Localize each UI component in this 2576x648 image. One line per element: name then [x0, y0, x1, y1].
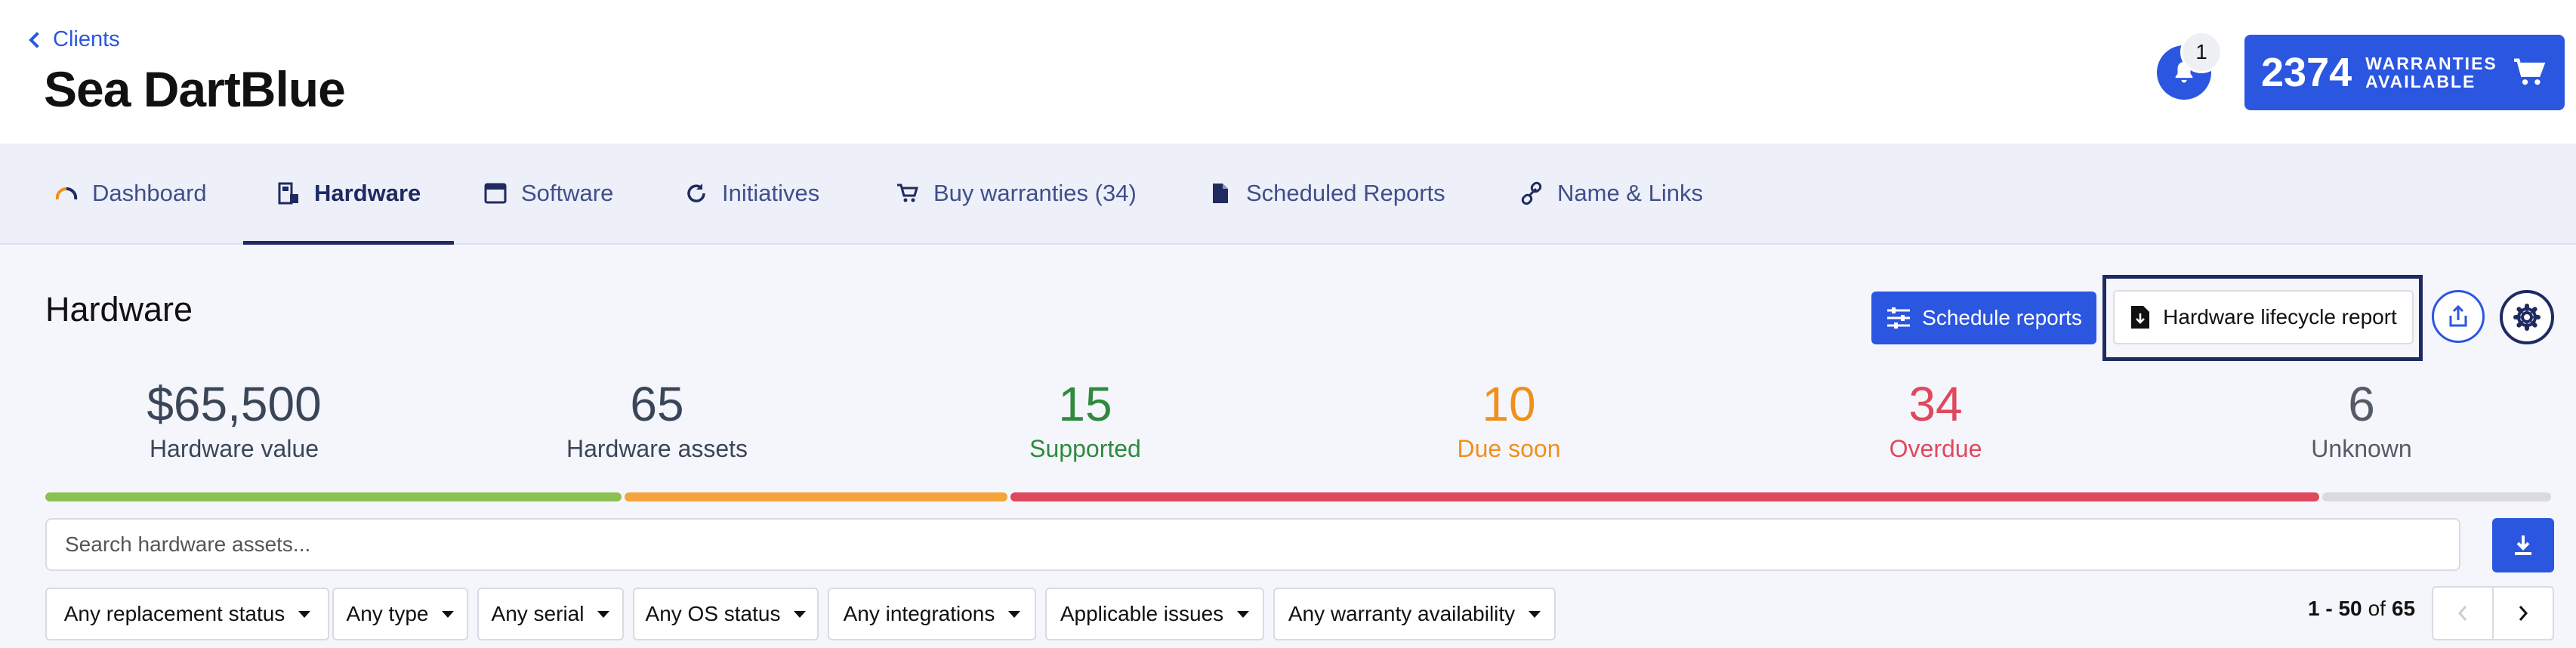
previous-page-button[interactable] — [2433, 588, 2492, 639]
gear-icon — [2513, 304, 2541, 331]
page-header: Clients Sea DartBlue 1 2374 WARRANTIES A… — [0, 0, 2576, 143]
progress-segment-due-soon — [624, 492, 1007, 501]
stat-value: 10 — [1482, 377, 1536, 431]
stat-value: 34 — [1908, 377, 1963, 431]
notification-count-badge: 1 — [2183, 33, 2220, 71]
lifecycle-report-label: Hardware lifecycle report — [2163, 305, 2397, 329]
tab-software[interactable]: Software — [483, 143, 613, 243]
share-icon — [2449, 304, 2467, 327]
chevron-right-icon — [2519, 606, 2528, 621]
progress-segment-supported — [45, 492, 622, 501]
page-title: Sea DartBlue — [44, 61, 346, 117]
caret-down-icon — [298, 610, 311, 618]
progress-segment-unknown — [2322, 492, 2551, 501]
stat-label: Unknown — [2311, 435, 2412, 462]
stat-value: $65,500 — [147, 377, 322, 431]
stat-label: Hardware value — [149, 435, 319, 462]
caret-down-icon — [1237, 610, 1250, 618]
stat-supported[interactable]: 15 Supported — [1029, 375, 1141, 464]
stat-hardware-assets: 65 Hardware assets — [566, 375, 748, 464]
filter-os-status[interactable]: Any OS status — [633, 588, 819, 640]
hardware-icon — [278, 182, 298, 205]
filter-applicable-issues[interactable]: Applicable issues — [1045, 588, 1264, 640]
stat-value: 65 — [630, 377, 684, 431]
warranties-available-button[interactable]: 2374 WARRANTIES AVAILABLE — [2244, 35, 2565, 110]
stat-label: Hardware assets — [566, 435, 748, 462]
warranties-label: WARRANTIES AVAILABLE — [2365, 54, 2497, 91]
download-icon — [2515, 535, 2531, 555]
tab-scheduled-reports[interactable]: Scheduled Reports — [1208, 143, 1445, 243]
share-button[interactable] — [2432, 290, 2485, 343]
caret-down-icon — [597, 610, 610, 618]
back-to-clients-link[interactable]: Clients — [27, 27, 120, 52]
stat-value: 6 — [2348, 377, 2375, 431]
stat-due-soon[interactable]: 10 Due soon — [1458, 375, 1561, 464]
stat-label: Overdue — [1889, 435, 1982, 462]
cart-icon — [897, 184, 919, 202]
hardware-lifecycle-report-button[interactable]: Hardware lifecycle report — [2113, 290, 2414, 344]
tab-initiatives[interactable]: Initiatives — [684, 143, 819, 243]
settings-button[interactable] — [2500, 290, 2554, 344]
schedule-reports-button[interactable]: Schedule reports — [1871, 292, 2096, 344]
file-download-icon — [2131, 306, 2150, 329]
stat-value: 15 — [1058, 377, 1112, 431]
caret-down-icon — [1008, 610, 1021, 618]
stat-overdue[interactable]: 34 Overdue — [1890, 375, 1982, 464]
window-icon — [484, 183, 507, 204]
schedule-reports-label: Schedule reports — [1922, 306, 2082, 329]
link-icon — [1521, 181, 1542, 205]
caret-down-icon — [794, 610, 807, 618]
refresh-icon — [687, 184, 705, 202]
filter-integrations[interactable]: Any integrations — [828, 588, 1036, 640]
section-tabs: Dashboard Hardware Software Initiatives … — [0, 143, 2576, 245]
section-title: Hardware — [45, 290, 193, 329]
status-progress-bar — [45, 492, 2554, 501]
chevron-left-icon — [2457, 606, 2467, 621]
download-button[interactable] — [2492, 518, 2554, 572]
back-link-label: Clients — [53, 27, 120, 51]
stat-label: Supported — [1029, 435, 1141, 462]
next-page-button[interactable] — [2492, 588, 2553, 639]
tab-buy-warranties[interactable]: Buy warranties (34) — [896, 143, 1137, 243]
filter-serial[interactable]: Any serial — [477, 588, 624, 640]
tab-hardware[interactable]: Hardware — [242, 143, 455, 245]
stat-unknown[interactable]: 6 Unknown — [2311, 375, 2411, 464]
file-icon — [1213, 184, 1228, 203]
cart-icon — [2513, 58, 2546, 85]
filter-replacement-status[interactable]: Any replacement status — [45, 588, 329, 640]
gauge-icon — [55, 187, 78, 200]
caret-down-icon — [1529, 610, 1541, 618]
chevron-left-icon — [29, 31, 39, 48]
focus-outline — [2102, 275, 2423, 361]
progress-segment-overdue — [1010, 492, 2320, 501]
tab-name-links[interactable]: Name & Links — [1519, 143, 1703, 243]
filter-type[interactable]: Any type — [332, 588, 468, 640]
tab-dashboard[interactable]: Dashboard — [54, 143, 207, 243]
bell-icon — [2175, 61, 2193, 83]
search-input[interactable] — [45, 518, 2460, 571]
pagination-summary: 1 - 50 of 65 — [2308, 597, 2416, 620]
stat-hardware-value: $65,500 Hardware value — [147, 375, 321, 464]
caret-down-icon — [442, 610, 455, 618]
warranties-count: 2374 — [2261, 50, 2352, 95]
sliders-icon — [1887, 307, 1911, 329]
filter-warranty-availability[interactable]: Any warranty availability — [1273, 588, 1556, 640]
stat-label: Due soon — [1457, 435, 1561, 462]
pagination-controls — [2432, 586, 2554, 640]
